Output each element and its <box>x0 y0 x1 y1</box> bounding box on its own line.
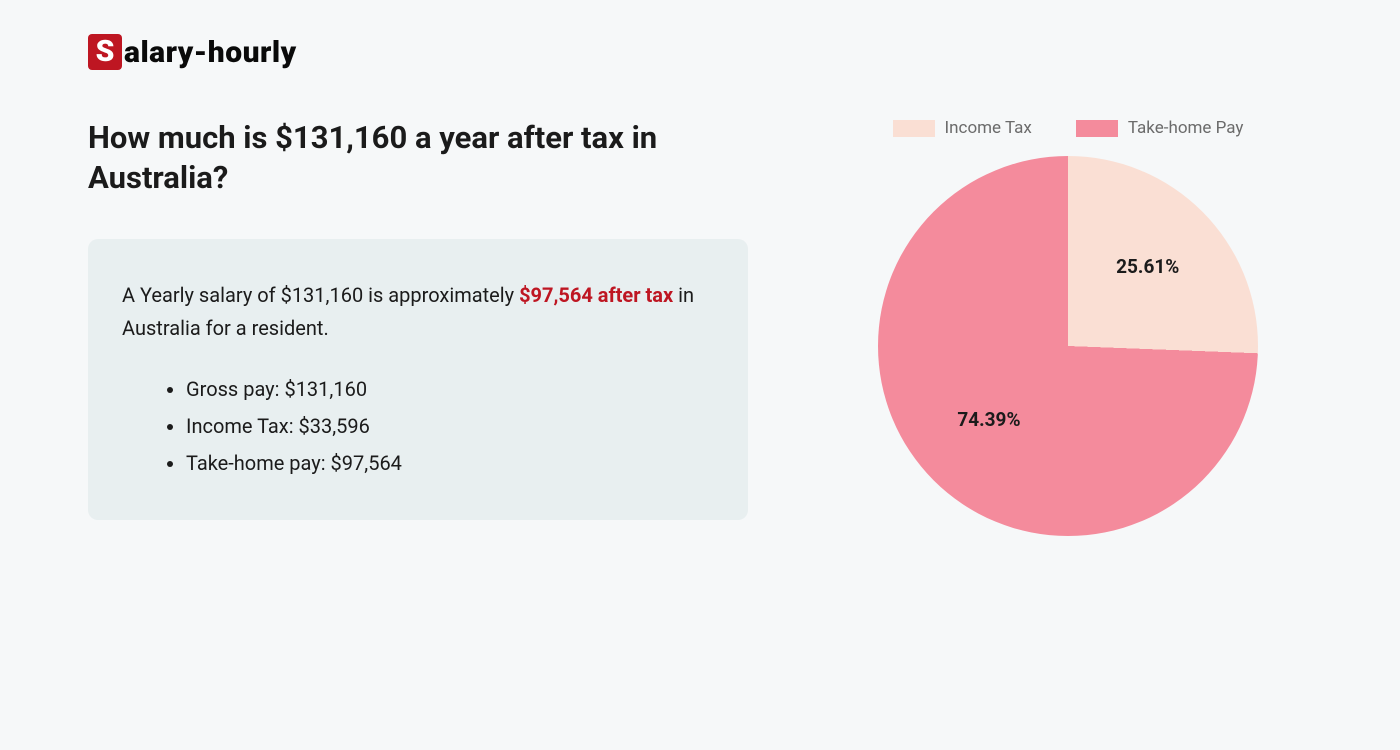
legend-item-income-tax: Income Tax <box>893 118 1032 138</box>
summary-bullets: Gross pay: $131,160 Income Tax: $33,596 … <box>122 371 704 482</box>
right-column: Income Tax Take-home Pay 25.61% 74.39% <box>828 118 1308 536</box>
legend-label-income-tax: Income Tax <box>945 118 1032 138</box>
logo-text: alary-hourly <box>124 35 297 70</box>
bullet-income-tax: Income Tax: $33,596 <box>186 408 704 445</box>
pie-chart: 25.61% 74.39% <box>878 156 1258 536</box>
pie-circle <box>878 156 1258 536</box>
bullet-take-home: Take-home pay: $97,564 <box>186 445 704 482</box>
page-title: How much is $131,160 a year after tax in… <box>88 118 748 197</box>
legend-swatch-income-tax <box>893 120 935 137</box>
logo-badge-icon: S <box>88 34 122 70</box>
legend-item-take-home: Take-home Pay <box>1076 118 1244 138</box>
content-row: How much is $131,160 a year after tax in… <box>88 118 1312 536</box>
left-column: How much is $131,160 a year after tax in… <box>88 118 748 520</box>
summary-pre: A Yearly salary of $131,160 is approxima… <box>122 283 519 307</box>
bullet-gross-pay: Gross pay: $131,160 <box>186 371 704 408</box>
site-logo: S alary-hourly <box>88 34 1312 70</box>
page-root: S alary-hourly How much is $131,160 a ye… <box>0 0 1400 536</box>
summary-highlight: $97,564 after tax <box>519 283 673 307</box>
chart-legend: Income Tax Take-home Pay <box>828 118 1308 138</box>
pie-label-take-home: 74.39% <box>957 408 1020 431</box>
legend-label-take-home: Take-home Pay <box>1128 118 1244 138</box>
pie-label-income-tax: 25.61% <box>1116 255 1179 278</box>
summary-text: A Yearly salary of $131,160 is approxima… <box>122 279 704 345</box>
summary-box: A Yearly salary of $131,160 is approxima… <box>88 239 748 520</box>
legend-swatch-take-home <box>1076 120 1118 137</box>
